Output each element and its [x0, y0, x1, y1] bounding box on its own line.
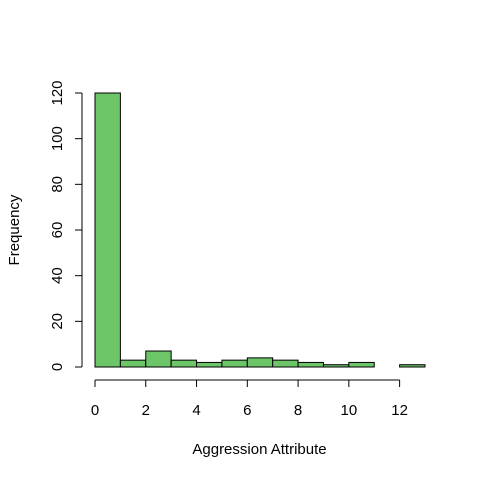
x-axis-title: Aggression Attribute [192, 441, 326, 458]
y-tick-label: 80 [49, 176, 66, 193]
histogram-bar-5 [221, 359, 248, 368]
x-tick-label: 0 [91, 402, 99, 419]
y-tick-label: 20 [49, 313, 66, 330]
histogram-bar-8 [297, 361, 324, 368]
histogram-bar-10 [348, 361, 375, 368]
x-tick-label: 2 [142, 402, 150, 419]
y-tick-label: 0 [49, 363, 66, 371]
x-tick-label: 6 [243, 402, 251, 419]
y-axis-title: Frequency [6, 194, 23, 265]
y-tick-label: 120 [49, 80, 66, 105]
y-tick-label: 60 [49, 222, 66, 239]
histogram-bar-6 [246, 357, 274, 368]
x-tick-label: 8 [294, 402, 302, 419]
histogram-bars [94, 92, 426, 368]
x-tick-label: 12 [391, 402, 408, 419]
histogram-bar-4 [196, 361, 223, 368]
histogram-bar-9 [322, 364, 350, 368]
y-tick-label: 40 [49, 267, 66, 284]
x-axis: 0 2 4 6 8 10 12 [91, 379, 408, 419]
histogram-bar-1 [119, 359, 147, 368]
histogram-bar-3 [170, 359, 198, 368]
x-tick-label: 10 [341, 402, 358, 419]
y-tick-label: 100 [49, 126, 66, 151]
histogram-bar-2 [145, 350, 172, 368]
histogram-bar-7 [272, 359, 299, 368]
y-axis: 0 20 40 60 80 100 120 [49, 80, 83, 371]
histogram-bar-12 [399, 364, 426, 368]
x-tick-label: 4 [192, 402, 200, 419]
histogram-bar-0 [94, 92, 121, 368]
